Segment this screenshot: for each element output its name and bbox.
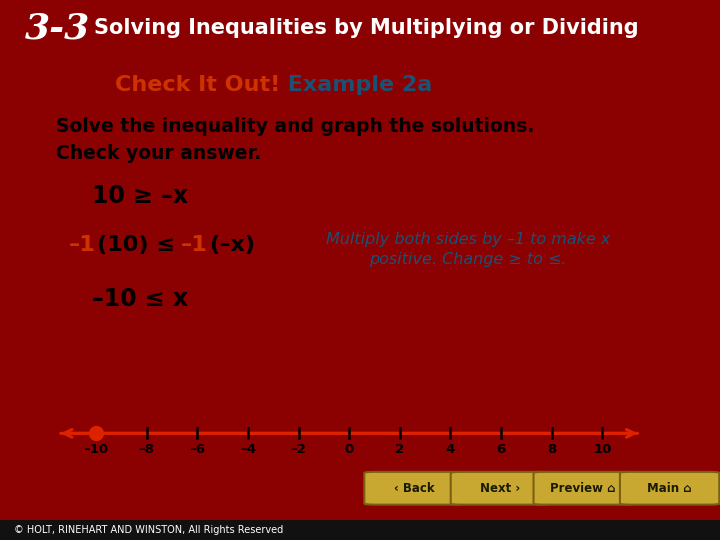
- Text: ‹ Back: ‹ Back: [394, 482, 434, 495]
- Text: 0: 0: [345, 443, 354, 456]
- Text: –10 ≤ x: –10 ≤ x: [92, 287, 189, 311]
- FancyBboxPatch shape: [534, 472, 633, 505]
- Text: 4: 4: [446, 443, 455, 456]
- Text: Solve the inequality and graph the solutions.: Solve the inequality and graph the solut…: [56, 117, 534, 136]
- Text: Next ›: Next ›: [480, 482, 521, 495]
- Text: –1: –1: [181, 235, 208, 255]
- Text: 6: 6: [497, 443, 505, 456]
- FancyBboxPatch shape: [620, 472, 719, 505]
- Text: –10: –10: [84, 443, 109, 456]
- Text: Example 2a: Example 2a: [280, 76, 432, 96]
- Text: (–x): (–x): [209, 235, 255, 255]
- Text: Solving Inequalities by Multiplying or Dividing: Solving Inequalities by Multiplying or D…: [94, 18, 638, 38]
- Text: 10 ≥ –x: 10 ≥ –x: [92, 184, 189, 208]
- Text: 8: 8: [547, 443, 557, 456]
- Text: –2: –2: [291, 443, 307, 456]
- Text: Main ⌂: Main ⌂: [647, 482, 692, 495]
- Text: –1: –1: [69, 235, 96, 255]
- Text: 10: 10: [593, 443, 611, 456]
- Text: 2: 2: [395, 443, 405, 456]
- FancyBboxPatch shape: [451, 472, 550, 505]
- FancyBboxPatch shape: [364, 472, 464, 505]
- Text: positive. Change ≥ to ≤.: positive. Change ≥ to ≤.: [369, 252, 567, 267]
- Bar: [0, 519, 720, 540]
- Text: Preview ⌂: Preview ⌂: [551, 482, 616, 495]
- Text: Check your answer.: Check your answer.: [56, 144, 261, 163]
- Text: © HOLT, RINEHART AND WINSTON, All Rights Reserved: © HOLT, RINEHART AND WINSTON, All Rights…: [14, 525, 284, 535]
- Text: Check It Out!: Check It Out!: [114, 76, 280, 96]
- Text: Multiply both sides by –1 to make x: Multiply both sides by –1 to make x: [325, 232, 610, 247]
- Text: –8: –8: [139, 443, 155, 456]
- Text: (10) ≤: (10) ≤: [97, 235, 183, 255]
- Text: –6: –6: [189, 443, 205, 456]
- Text: 3-3: 3-3: [25, 11, 91, 45]
- Text: –4: –4: [240, 443, 256, 456]
